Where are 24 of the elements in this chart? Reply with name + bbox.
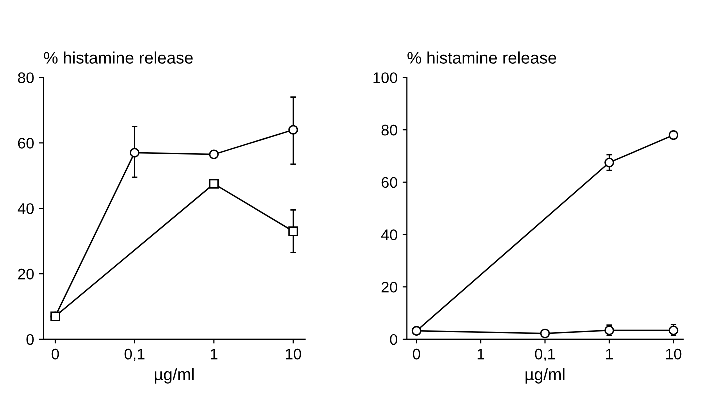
y-tick-label: 0 <box>26 334 34 346</box>
y-tick-label: 60 <box>382 177 398 188</box>
y-tick-label: 100 <box>374 72 398 84</box>
y-axis-title: % histamine release <box>408 52 556 64</box>
x-axis-title: µg/ml <box>526 368 565 384</box>
x-tick-label: 0 <box>52 348 60 360</box>
y-tick-label: 40 <box>381 230 398 240</box>
y-tick-label: 80 <box>382 124 398 136</box>
y-tick-label: 20 <box>18 268 34 280</box>
y-axis-title: % histamine release <box>44 52 193 64</box>
x-tick-label: 0 <box>413 348 420 360</box>
x-tick-label: 10 <box>666 348 682 360</box>
y-tick-label: 60 <box>18 138 34 149</box>
y-tick-label: 0 <box>390 334 398 346</box>
x-tick-label: 1 <box>478 349 485 360</box>
x-tick-label: 0,1 <box>124 348 145 362</box>
x-tick-label: 10 <box>286 348 302 360</box>
x-tick-label: 0,1 <box>535 348 556 362</box>
y-tick-label: 40 <box>18 203 34 214</box>
x-tick-label: 1 <box>606 349 613 360</box>
y-tick-label: 20 <box>382 282 398 293</box>
x-axis-title: µg/ml <box>155 368 194 384</box>
x-tick-label: 1 <box>211 349 218 360</box>
y-tick-label: 80 <box>18 72 34 84</box>
